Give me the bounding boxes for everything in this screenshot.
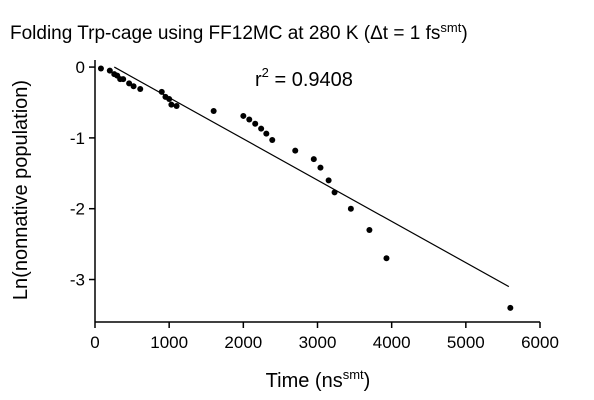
x-tick-label: 0	[90, 333, 99, 352]
data-point	[106, 67, 113, 74]
data-point	[325, 177, 332, 184]
data-point	[240, 112, 247, 119]
y-tick-label: -3	[70, 271, 85, 290]
data-point	[317, 164, 324, 171]
data-point	[166, 95, 173, 102]
data-point	[507, 304, 514, 311]
x-tick-label: 3000	[299, 333, 337, 352]
data-point	[310, 156, 317, 163]
chart-title-superscript: smt	[440, 20, 461, 35]
x-ticks: 0 1000 2000 3000 4000 5000 6000	[90, 322, 559, 352]
data-point	[366, 226, 373, 233]
data-point	[210, 107, 217, 114]
data-point	[137, 86, 144, 93]
fit-line-group	[113, 66, 510, 288]
data-points	[97, 65, 514, 311]
data-point	[263, 130, 270, 137]
x-tick-label: 4000	[373, 333, 411, 352]
data-point	[168, 101, 175, 108]
data-point	[269, 137, 276, 144]
data-point	[120, 76, 127, 83]
r-squared-annotation: r2 = 0.9408	[255, 65, 353, 91]
data-point	[130, 83, 137, 90]
x-tick-label: 5000	[447, 333, 485, 352]
y-axis-title: Ln(nonnative population)	[10, 80, 32, 300]
x-tick-label: 2000	[224, 333, 262, 352]
data-point	[252, 120, 259, 127]
data-point	[126, 80, 133, 87]
y-tick-label: -1	[70, 129, 85, 148]
y-ticks: 0 -1 -2 -3	[70, 58, 95, 290]
chart-title: Folding Trp-cage using FF12MC at 280 K (…	[10, 20, 468, 44]
data-point	[383, 255, 390, 262]
data-point	[331, 189, 338, 196]
y-tick-label: 0	[76, 58, 85, 77]
x-axis-title: Time (nssmt)	[266, 367, 371, 392]
data-point	[246, 116, 253, 123]
data-point	[347, 205, 354, 212]
data-point	[173, 103, 180, 110]
x-tick-label: 1000	[150, 333, 188, 352]
data-point	[158, 88, 165, 95]
y-tick-label: -2	[70, 200, 85, 219]
data-point	[97, 65, 104, 72]
data-point	[292, 147, 299, 154]
fit-line	[113, 66, 510, 288]
x-tick-label: 6000	[521, 333, 559, 352]
data-point	[258, 125, 265, 132]
